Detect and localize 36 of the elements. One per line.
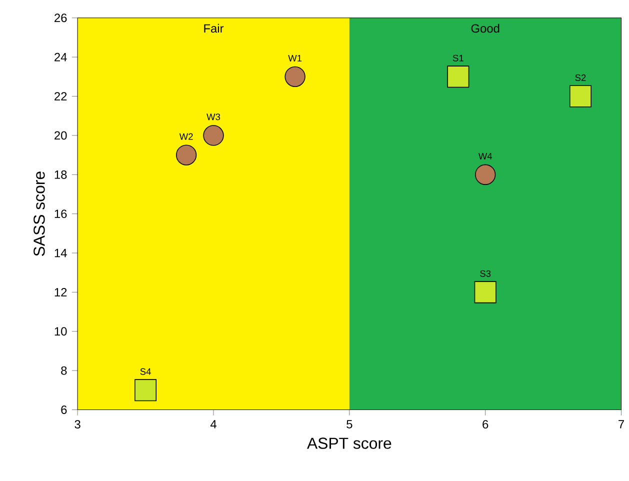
point — [176, 144, 197, 166]
y-tick-label: 10 — [54, 326, 67, 336]
y-tick-label: 14 — [54, 248, 67, 257]
annotation: S3 — [480, 270, 491, 277]
annotation: S1 — [452, 54, 464, 62]
y-tick-label: 18 — [54, 170, 67, 179]
x-tick-label: 5 — [346, 420, 352, 428]
x-tick-label: 6 — [482, 420, 488, 428]
y-tick-label: 26 — [54, 13, 67, 22]
annotation: S2 — [575, 74, 586, 81]
y-axis-title: SASS score — [34, 171, 45, 256]
annotation: W3 — [206, 113, 220, 120]
band-label: Good — [471, 24, 500, 33]
point — [203, 124, 224, 146]
x-tick-label: 7 — [618, 420, 624, 428]
annotation: W4 — [478, 152, 492, 160]
y-tick-label: 8 — [61, 366, 67, 375]
x-tick-label: 4 — [210, 420, 216, 428]
point — [474, 281, 496, 304]
annotation: W2 — [179, 133, 193, 140]
y-tick-label: 6 — [61, 405, 67, 414]
point — [569, 85, 592, 108]
point — [284, 66, 306, 87]
y-tick-label: 12 — [54, 288, 67, 296]
y-tick-label: 16 — [54, 209, 67, 218]
annotation: S4 — [140, 368, 151, 375]
x-tick-label: 3 — [74, 420, 80, 428]
band-label: Fair — [204, 24, 224, 33]
point — [134, 378, 157, 401]
point — [447, 65, 470, 88]
y-tick-label: 22 — [54, 92, 67, 100]
y-tick-label: 20 — [54, 131, 67, 140]
annotation: W1 — [288, 54, 302, 62]
x-axis-title: ASPT score — [306, 437, 392, 449]
point — [475, 164, 496, 185]
y-tick-label: 24 — [54, 52, 67, 62]
